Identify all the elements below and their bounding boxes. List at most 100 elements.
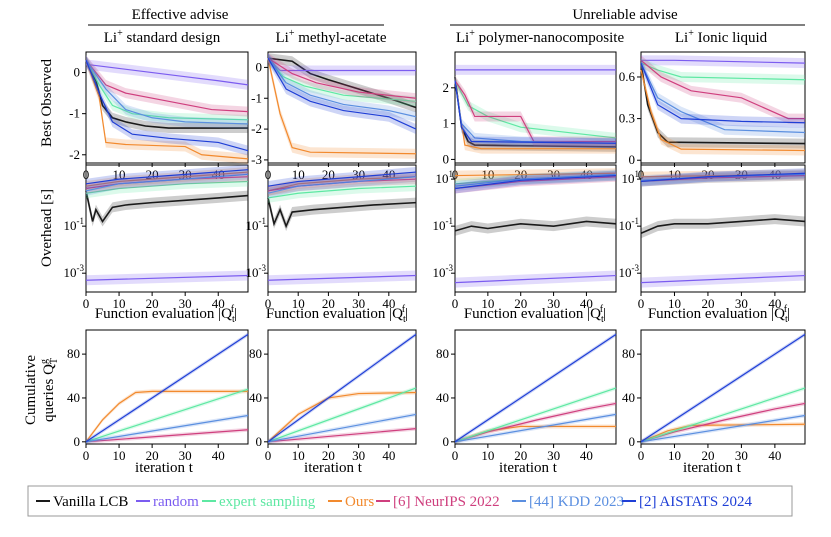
y-tick-label: 10-1: [64, 216, 85, 233]
y-tick-label: -3: [251, 152, 262, 167]
x-tick-label: 10: [113, 296, 126, 311]
series-line-ours: [267, 176, 417, 192]
y-tick-label: 80: [67, 346, 80, 361]
series-line-random: [267, 57, 416, 72]
xlabel-iter-2: iteration t: [499, 460, 558, 476]
series-line-6-neurips-2022: [85, 59, 249, 113]
band-44-kdd-2023: [86, 55, 248, 129]
series-line-2-aistats-2024: [454, 174, 617, 190]
band-2-aistats-2024: [268, 53, 416, 135]
legend: Vanilla LCB random expert sampling Ours [6] …: [27, 485, 793, 517]
series-line-ours: [454, 172, 617, 177]
y-tick-label: 10-1: [246, 216, 267, 233]
y-tick-label: -1: [69, 106, 80, 121]
series-line-2-aistats-2024: [85, 169, 249, 185]
xlabel-iter-0: iteration t: [135, 460, 194, 476]
band-expert-sampling: [86, 176, 248, 199]
band-6-neurips-2022: [455, 75, 616, 147]
y-tick-label: 0: [629, 152, 636, 167]
x-tick-label: 20: [146, 296, 159, 311]
y-tick-label: 0: [443, 434, 450, 449]
legend-label: random: [153, 494, 199, 510]
panel-cumulative-1: 0 10 20 30 40 0 40 80: [249, 329, 417, 463]
x-tick-label: 30: [179, 448, 192, 463]
series-line-6-neurips-2022: [267, 57, 417, 99]
legend-label: [6] NeurIPS 2022: [393, 494, 500, 510]
legend-item-44-kdd-2023: [44] KDD 2023: [512, 494, 624, 510]
y-tick-label: 40: [436, 390, 449, 405]
band-expert-sampling: [268, 181, 416, 203]
band-6-neurips-2022: [455, 401, 616, 444]
x-tick-label: 0: [452, 448, 459, 463]
series-line-6-neurips-2022: [640, 402, 806, 443]
x-tick-label: 0: [638, 448, 645, 463]
x-tick-label: 40: [768, 448, 781, 463]
series-line-6-neurips-2022: [640, 59, 805, 120]
band-ours: [86, 55, 248, 164]
y-tick-label: 0: [74, 65, 81, 80]
x-tick-label: 40: [580, 296, 593, 311]
x-tick-label: 30: [735, 167, 748, 182]
y-tick-label: 10-1: [433, 216, 454, 233]
x-tick-label: 20: [514, 296, 527, 311]
y-tick-label: 10-3: [64, 263, 85, 280]
series-line-expert-sampling: [454, 387, 617, 443]
y-tick-label: 40: [622, 390, 635, 405]
panel-cumulative-0: 0 10 20 30 40 0 40 80: [67, 329, 249, 463]
series-line-2-aistats-2024: [640, 62, 806, 124]
panel-cumulative-3: 0 10 20 30 40 0 40 80: [622, 329, 806, 463]
series-line-expert-sampling: [85, 59, 249, 121]
y-tick-label: -1: [251, 90, 262, 105]
xlabel-fe-1: Function evaluation |Qtf|: [266, 304, 408, 325]
series-line-44-kdd-2023: [454, 413, 617, 443]
series-line-2-aistats-2024: [454, 80, 617, 144]
axes-frame: [85, 329, 249, 445]
y-tick-label: 80: [249, 346, 262, 361]
x-tick-label: 30: [735, 296, 748, 311]
band-expert-sampling: [268, 53, 416, 107]
panel-cumulative-2: 0 10 20 30 40 0 40 80: [436, 329, 617, 463]
x-tick-label: 30: [352, 448, 365, 463]
x-tick-label: 10: [481, 296, 494, 311]
panel-title-1: Li+ methyl-acetate: [275, 28, 386, 46]
series-line-random: [454, 274, 617, 284]
series-line-6-neurips-2022: [267, 428, 417, 443]
y-tick-label: 40: [249, 390, 262, 405]
x-tick-label: 0: [83, 296, 90, 311]
y-tick-label: 0: [256, 434, 263, 449]
series-line-ours: [85, 60, 249, 160]
series-line-2-aistats-2024: [640, 172, 806, 183]
band-44-kdd-2023: [641, 169, 805, 186]
group-label-effective: Effective advise: [132, 7, 229, 23]
series-line-vanilla-lcb: [267, 197, 417, 229]
x-tick-label: 10: [668, 296, 681, 311]
panel-overhead-2: 0 10 20 30 40 101 10-1 10-3: [433, 164, 617, 311]
y-tick-label: 80: [436, 346, 449, 361]
ylabel-best-observed: Best Observed: [39, 59, 55, 147]
series-line-ours: [267, 58, 417, 155]
axes-frame: [454, 164, 617, 293]
series-line-6-neurips-2022: [85, 429, 249, 443]
x-tick-label: 30: [352, 167, 365, 182]
y-tick-label: -2: [69, 147, 80, 162]
band-vanilla-lcb: [455, 216, 616, 236]
series-line-2-aistats-2024: [640, 333, 806, 443]
band-44-kdd-2023: [86, 169, 248, 196]
panel-overhead-0: 0 10 20 30 40 10-1 10-3: [64, 164, 249, 311]
x-tick-label: 30: [547, 296, 560, 311]
series-line-44-kdd-2023: [454, 173, 617, 187]
legend-item-2-aistats-2024: [2] AISTATS 2024: [622, 494, 752, 510]
panel-title-3: Li+ Ionic liquid: [675, 28, 768, 46]
xlabels-function-eval: Function evaluation |Qtf| Function evalu…: [95, 304, 790, 325]
x-tick-label: 30: [547, 448, 560, 463]
xlabel-iter-3: iteration t: [683, 460, 742, 476]
x-tick-label: 20: [146, 167, 159, 182]
axes-frame: [640, 51, 806, 164]
band-expert-sampling: [455, 75, 616, 143]
panel-overhead-1: 0 10 20 30 40 10-1 10-3: [246, 164, 417, 311]
x-tick-label: 20: [322, 167, 335, 182]
x-tick-label: 10: [292, 296, 305, 311]
